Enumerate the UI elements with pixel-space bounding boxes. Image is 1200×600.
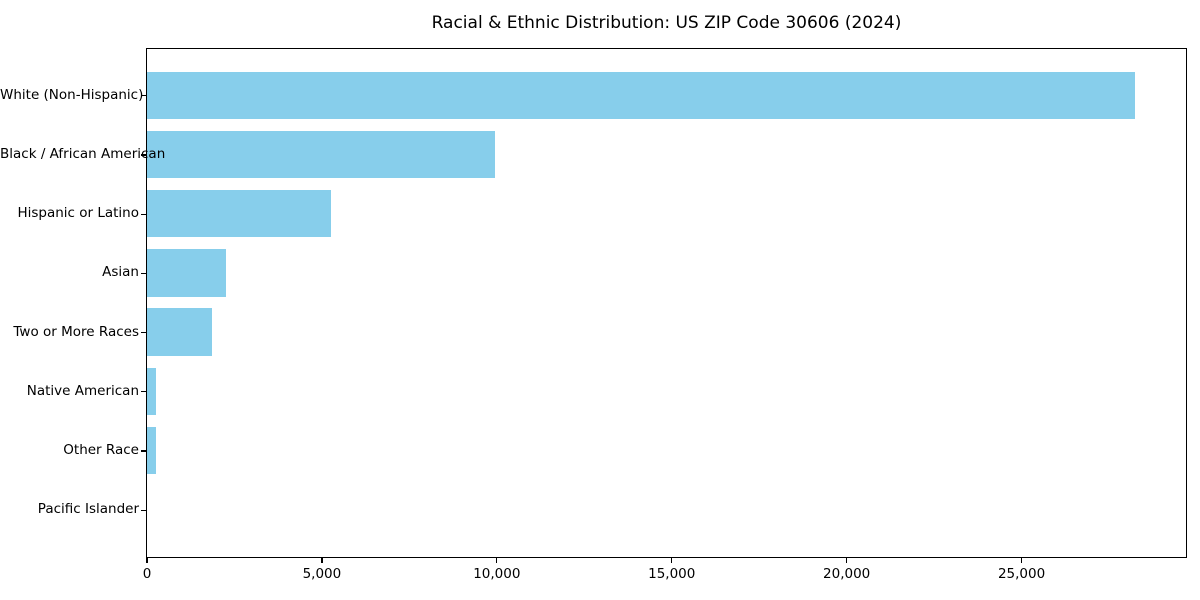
bar	[146, 426, 156, 475]
bar	[146, 130, 496, 179]
bar	[146, 190, 332, 238]
chart-title: Racial & Ethnic Distribution: US ZIP Cod…	[431, 13, 902, 33]
bar	[146, 308, 212, 356]
x-tick-mark	[1020, 557, 1023, 563]
y-tick-mark	[141, 95, 147, 97]
x-tick-mark	[846, 557, 848, 563]
y-tick-label: Asian	[102, 264, 139, 281]
y-tick-mark	[141, 509, 147, 511]
bar	[146, 71, 1135, 119]
y-tick-label: Pacific Islander	[37, 501, 139, 518]
y-tick-label: Other Race	[63, 442, 139, 459]
x-tick-mark	[671, 557, 673, 563]
x-tick-mark	[146, 557, 148, 563]
x-tick-mark	[321, 557, 323, 563]
y-tick-mark	[141, 391, 147, 393]
x-tick-label: 10,000	[473, 566, 521, 582]
x-tick-label: 5,000	[302, 566, 342, 582]
y-tick-label: Native American	[26, 382, 139, 399]
x-tick-label: 15,000	[648, 566, 696, 582]
x-tick-label: 20,000	[823, 566, 871, 582]
x-tick-mark	[496, 557, 498, 563]
y-tick-mark	[141, 272, 147, 275]
bar	[146, 249, 227, 297]
bar	[146, 367, 157, 415]
y-tick-label: Black / African American	[0, 145, 166, 162]
y-tick-label: White (Non-Hispanic)	[0, 86, 144, 103]
y-tick-mark	[141, 154, 147, 156]
y-tick-mark	[141, 213, 147, 215]
y-tick-label: Two or More Races	[13, 323, 139, 340]
y-tick-mark	[141, 331, 147, 334]
plot-area	[145, 47, 1187, 558]
x-tick-label: 25,000	[997, 566, 1046, 582]
x-tick-label: 0	[142, 566, 152, 582]
y-tick-mark	[141, 450, 147, 452]
y-tick-label: Hispanic or Latino	[17, 205, 139, 222]
